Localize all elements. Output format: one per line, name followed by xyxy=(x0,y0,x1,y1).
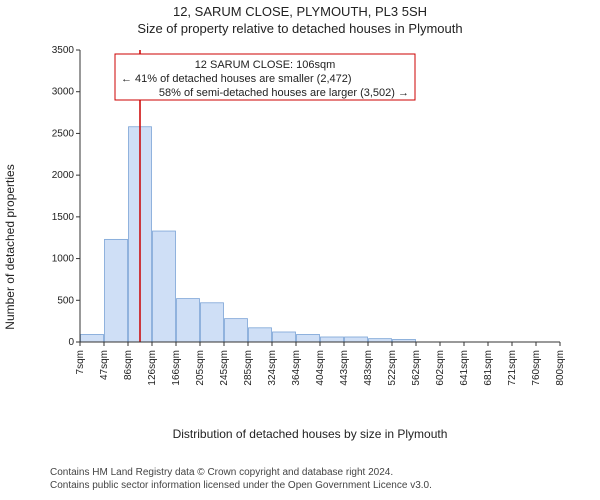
footer-line-1: Contains HM Land Registry data © Crown c… xyxy=(50,467,432,480)
svg-text:483sqm: 483sqm xyxy=(363,350,374,386)
svg-text:1500: 1500 xyxy=(52,212,75,223)
svg-text:364sqm: 364sqm xyxy=(291,350,302,386)
svg-text:760sqm: 760sqm xyxy=(531,350,542,386)
y-axis-label: Number of detached properties xyxy=(3,164,17,329)
svg-text:12 SARUM CLOSE: 106sqm: 12 SARUM CLOSE: 106sqm xyxy=(195,59,336,71)
svg-text:1000: 1000 xyxy=(52,254,75,265)
svg-text:205sqm: 205sqm xyxy=(195,350,206,386)
svg-text:500: 500 xyxy=(57,295,74,306)
address-line: 12, SARUM CLOSE, PLYMOUTH, PL3 5SH xyxy=(0,4,600,21)
chart-area: Number of detached properties 0500100015… xyxy=(50,42,570,437)
svg-text:443sqm: 443sqm xyxy=(339,350,350,386)
svg-text:← 41% of detached houses are s: ← 41% of detached houses are smaller (2,… xyxy=(121,73,352,85)
svg-text:2000: 2000 xyxy=(52,170,75,181)
footer-attribution: Contains HM Land Registry data © Crown c… xyxy=(50,467,432,492)
svg-text:562sqm: 562sqm xyxy=(411,350,422,386)
footer-line-2: Contains public sector information licen… xyxy=(50,480,432,493)
svg-text:126sqm: 126sqm xyxy=(147,350,158,386)
svg-text:800sqm: 800sqm xyxy=(555,350,566,386)
x-axis-label: Distribution of detached houses by size … xyxy=(50,427,570,441)
svg-text:3000: 3000 xyxy=(52,87,75,98)
svg-text:641sqm: 641sqm xyxy=(459,350,470,386)
svg-text:721sqm: 721sqm xyxy=(507,350,518,386)
svg-text:0: 0 xyxy=(68,337,74,348)
subtitle-line: Size of property relative to detached ho… xyxy=(0,21,600,38)
histogram-svg: 0 500 1000 1500 2000 2500 3000 3500 7sqm 47sqm 86s… xyxy=(50,42,570,402)
svg-text:58% of semi-detached houses ar: 58% of semi-detached houses are larger (… xyxy=(159,87,409,99)
svg-text:3500: 3500 xyxy=(52,45,75,56)
svg-text:47sqm: 47sqm xyxy=(99,350,110,380)
svg-text:681sqm: 681sqm xyxy=(483,350,494,386)
svg-text:285sqm: 285sqm xyxy=(243,350,254,386)
svg-text:245sqm: 245sqm xyxy=(219,350,230,386)
title-block: 12, SARUM CLOSE, PLYMOUTH, PL3 5SH Size … xyxy=(0,0,600,38)
svg-text:166sqm: 166sqm xyxy=(171,350,182,386)
svg-text:86sqm: 86sqm xyxy=(123,350,134,380)
svg-text:324sqm: 324sqm xyxy=(267,350,278,386)
svg-text:522sqm: 522sqm xyxy=(387,350,398,386)
svg-text:404sqm: 404sqm xyxy=(315,350,326,386)
svg-text:602sqm: 602sqm xyxy=(435,350,446,386)
svg-text:7sqm: 7sqm xyxy=(75,350,86,374)
svg-text:2500: 2500 xyxy=(52,128,75,139)
